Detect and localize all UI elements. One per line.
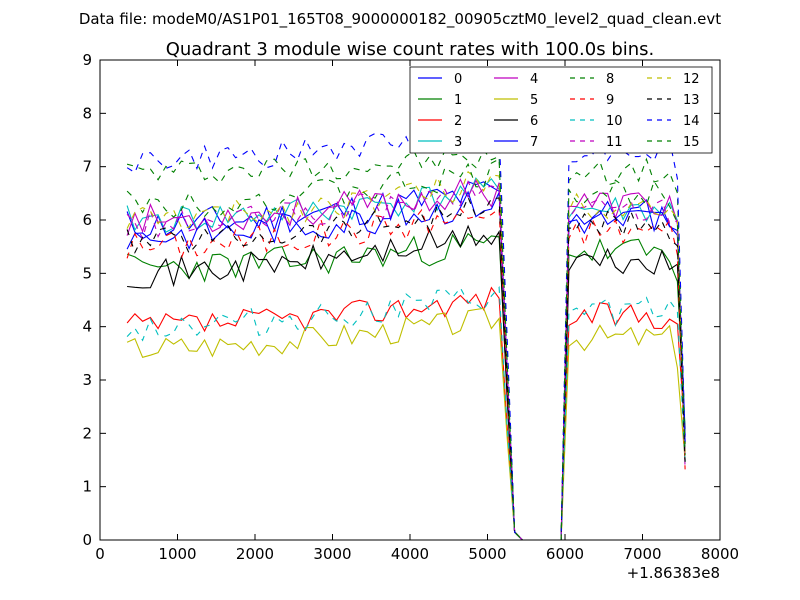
y-tick-label: 9 (82, 51, 92, 69)
series-line-3 (126, 177, 686, 541)
legend-label-6: 6 (530, 114, 538, 129)
y-tick-label: 3 (82, 371, 92, 389)
series-line-10 (126, 286, 686, 541)
y-tick-label: 8 (82, 104, 92, 122)
x-offset-label: +1.86383e8 (627, 564, 720, 582)
y-tick-label: 0 (82, 531, 92, 549)
legend-label-3: 3 (454, 135, 462, 150)
legend-label-7: 7 (530, 135, 538, 150)
series-line-11 (126, 180, 686, 541)
axis-ticks: 0 1000 2000 3000 4000 5000 6000 7000 80000123456… (82, 51, 739, 563)
legend-label-8: 8 (606, 72, 614, 87)
series-line-8 (126, 149, 686, 541)
series-line-2 (126, 286, 686, 541)
legend-label-0: 0 (454, 72, 462, 87)
y-tick-label: 6 (82, 211, 92, 229)
legend-label-9: 9 (606, 93, 614, 108)
legend-label-2: 2 (454, 114, 462, 129)
x-tick-label: 5000 (468, 545, 506, 563)
chart-title: Quadrant 3 module wise count rates with … (166, 39, 655, 60)
series-line-6 (127, 224, 686, 541)
x-tick-label: 4000 (391, 545, 429, 563)
series-line-12 (126, 170, 686, 541)
legend-label-15: 15 (683, 135, 700, 150)
legend-box (409, 66, 713, 154)
legend-label-1: 1 (454, 93, 462, 108)
series-line-1 (126, 232, 686, 541)
y-tick-label: 1 (82, 478, 92, 496)
x-tick-label: 7000 (623, 545, 661, 563)
series-line-13 (126, 195, 686, 541)
legend-label-4: 4 (530, 72, 538, 87)
series-line-15 (126, 158, 686, 541)
legend-label-10: 10 (606, 114, 623, 129)
y-tick-label: 5 (82, 264, 92, 282)
y-tick-label: 7 (82, 158, 92, 176)
legend-label-13: 13 (683, 93, 700, 108)
legend-label-12: 12 (683, 72, 700, 87)
x-tick-label: 1000 (158, 545, 196, 563)
x-tick-label: 8000 (701, 545, 739, 563)
series-line-5 (126, 307, 686, 541)
y-tick-label: 4 (82, 318, 92, 336)
legend-label-5: 5 (530, 93, 538, 108)
x-tick-label: 3000 (313, 545, 351, 563)
series-line-9 (126, 207, 686, 541)
series-line-14 (126, 121, 686, 541)
figure-suptitle: Data file: modeM0/AS1P01_165T08_90000001… (79, 10, 721, 29)
legend-label-14: 14 (683, 114, 700, 129)
x-tick-label: 6000 (546, 545, 584, 563)
legend-label-11: 11 (606, 135, 623, 150)
series-layer (126, 121, 686, 541)
y-tick-label: 2 (82, 424, 92, 442)
x-tick-label: 0 (95, 545, 105, 563)
x-tick-label: 2000 (236, 545, 274, 563)
